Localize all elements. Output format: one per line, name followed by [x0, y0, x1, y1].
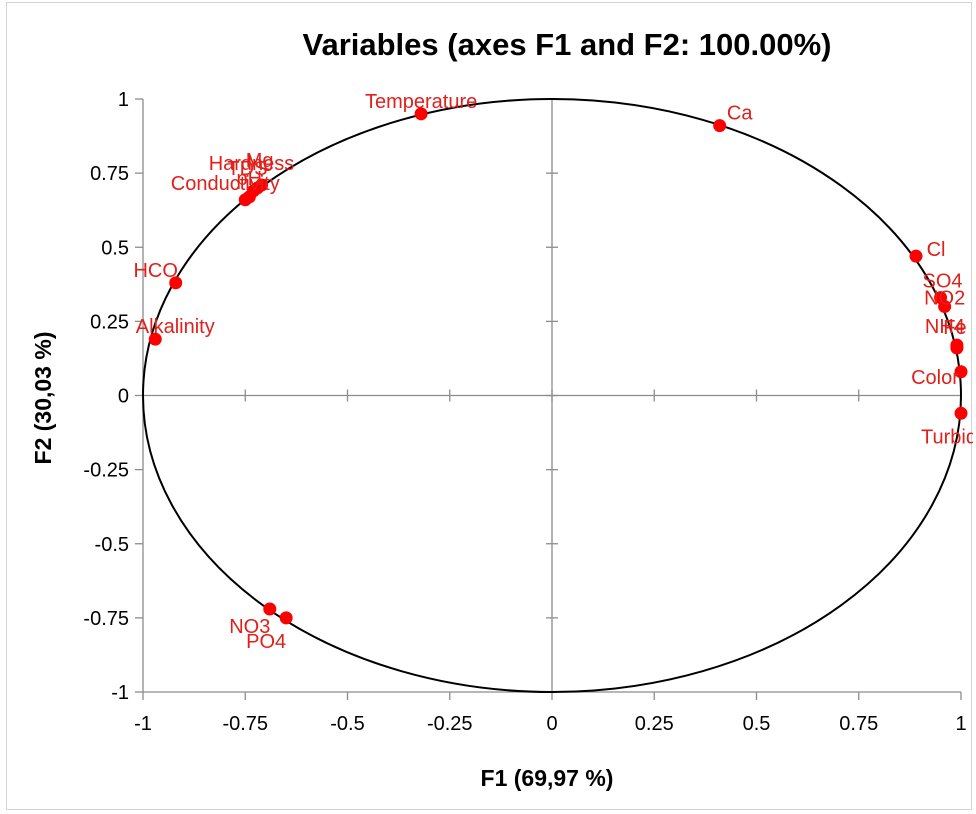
- data-point-label: pH: [237, 168, 263, 190]
- data-point-label: TDS: [227, 158, 267, 180]
- x-tick-label: -0.25: [427, 713, 473, 735]
- data-point-label: Fe: [943, 317, 966, 339]
- y-tick-label: 0.25: [90, 311, 129, 333]
- x-tick-label: 0.25: [635, 713, 674, 735]
- y-tick-label: -0.5: [95, 534, 129, 556]
- data-point-label: Color: [911, 367, 959, 389]
- data-point-label: Turbidity: [921, 426, 973, 448]
- data-point: [255, 178, 269, 192]
- ticks-layer: -1 -0.75 -0.5 -0.25 0 0.25 0.5 0.75 1 1 0.75 0.5 0.2…: [83, 89, 966, 735]
- data-point-label: SO4: [923, 271, 963, 293]
- data-point: [148, 332, 162, 346]
- x-tick-label: 0: [546, 713, 557, 735]
- y-tick-label: 1: [118, 89, 129, 111]
- x-axis-title: F1 (69,97 %): [481, 765, 614, 791]
- y-tick-label: 0: [118, 386, 129, 408]
- data-point: [938, 300, 952, 314]
- data-point-label: Ca: [727, 103, 753, 125]
- data-point-label: PO4: [246, 631, 286, 653]
- x-tick-label: -0.75: [222, 713, 268, 735]
- x-tick-label: 1: [955, 713, 966, 735]
- x-tick-label: 0.75: [839, 713, 878, 735]
- y-tick-label: -0.75: [83, 608, 129, 630]
- data-point: [169, 276, 183, 290]
- data-point: [263, 602, 277, 616]
- points-layer: [148, 107, 968, 625]
- data-point: [950, 341, 964, 355]
- data-point: [909, 249, 923, 263]
- data-point: [954, 406, 968, 420]
- data-point-label: HCO: [133, 260, 177, 282]
- data-point-label: Cl: [927, 239, 946, 261]
- y-axis-title: F2 (30,03 %): [30, 332, 56, 465]
- data-point-label: Hardness: [209, 153, 295, 175]
- y-tick-label: -0.25: [83, 460, 129, 482]
- x-tick-label: -1: [134, 713, 152, 735]
- data-point: [954, 365, 968, 379]
- y-tick-label: 0.5: [101, 237, 129, 259]
- data-point-label: Temperature: [365, 91, 477, 113]
- data-point: [279, 611, 293, 625]
- data-point-label: NO3: [229, 616, 270, 638]
- data-point: [242, 190, 256, 204]
- circle-layer: [142, 98, 962, 693]
- data-point-label: NH4: [925, 316, 965, 338]
- x-tick-label: -0.5: [330, 713, 364, 735]
- correlation-circle-chart: Variables (axes F1 and F2: 100.00%) -1 -0…: [30, 27, 973, 791]
- data-point-label: Mg: [246, 150, 274, 172]
- labels-layer: Temperature Ca ConductivityHardnessTDSMgpH…: [133, 91, 973, 653]
- chart-title: Variables (axes F1 and F2: 100.00%): [303, 27, 832, 62]
- y-tick-label: 0.75: [90, 163, 129, 185]
- data-point-label: NO2: [924, 288, 965, 310]
- data-point-label: Alkalinity: [136, 316, 215, 338]
- correlation-circle: [142, 98, 962, 693]
- data-point: [414, 107, 428, 121]
- data-point-label: Conductivity: [171, 173, 280, 195]
- x-tick-label: 0.5: [743, 713, 771, 735]
- y-tick-label: -1: [111, 682, 129, 704]
- chart-frame: Variables (axes F1 and F2: 100.00%) -1 -0…: [6, 2, 973, 810]
- data-point: [713, 119, 727, 133]
